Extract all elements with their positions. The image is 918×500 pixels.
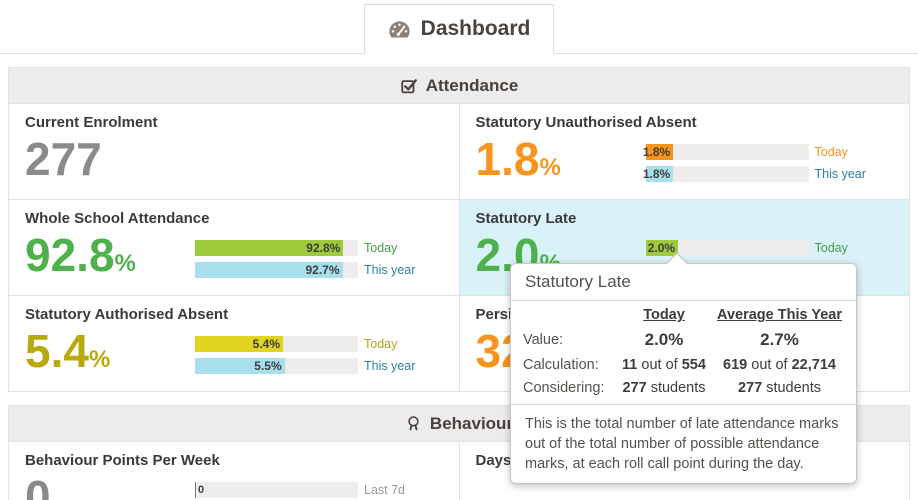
bar-row-today: 5.4% Today bbox=[195, 336, 449, 352]
metric-value: 0 bbox=[25, 471, 51, 500]
tooltip-value-average: 2.7% bbox=[760, 330, 799, 349]
bar-track: 5.4% bbox=[195, 336, 358, 352]
statutory-late-tooltip: Statutory Late Today Average This Year V… bbox=[510, 252, 857, 484]
bar-fill: 5.4% bbox=[195, 336, 284, 352]
bar-value: 5.4% bbox=[252, 337, 281, 351]
bar-fill: 1.8% bbox=[642, 144, 674, 160]
bar-label-today: Today bbox=[814, 241, 848, 255]
medal-icon bbox=[405, 415, 422, 432]
bar-label-last-7d: Last 7d bbox=[364, 483, 406, 497]
bar-label-today: Today bbox=[814, 145, 848, 159]
bar-value: 1.8% bbox=[642, 145, 671, 159]
bar-row-this-year: 5.5% This year bbox=[195, 358, 449, 374]
tab-bar: Dashboard bbox=[0, 0, 918, 54]
tab-dashboard[interactable]: Dashboard bbox=[364, 4, 554, 54]
bar-fill: 92.8% bbox=[195, 240, 344, 256]
card-behaviour-points-per-week[interactable]: Behaviour Points Per Week 0 0 Last 7d bbox=[9, 442, 460, 500]
card-title: Behaviour Points Per Week bbox=[25, 452, 220, 469]
bar-value: 2.0% bbox=[647, 241, 676, 255]
bar-label-this-year: This year bbox=[814, 167, 866, 181]
metric-value: 5.4% bbox=[25, 325, 111, 377]
card-statutory-unauthorised-absent[interactable]: Statutory Unauthorised Absent 1.8% 1.8% … bbox=[459, 104, 910, 200]
card-statutory-authorised-absent[interactable]: Statutory Authorised Absent 5.4% 5.4% To… bbox=[9, 296, 460, 392]
bar-label-this-year: This year bbox=[364, 359, 416, 373]
dashboard-gauge-icon bbox=[388, 18, 411, 41]
tooltip-calculation-average: 619 out of 22,714 bbox=[723, 357, 836, 373]
bar-track: 92.8% bbox=[195, 240, 358, 256]
card-title: Days bbox=[475, 452, 512, 469]
check-square-icon bbox=[400, 77, 418, 95]
bar-value: 92.8% bbox=[306, 241, 341, 255]
tooltip-col-average: Average This Year bbox=[717, 307, 842, 323]
tooltip-calculation-today: 11 out of 554 bbox=[622, 357, 706, 373]
bar-track: 5.5% bbox=[195, 358, 358, 374]
bar-track: 1.8% bbox=[642, 144, 809, 160]
bar-fill: 5.5% bbox=[195, 358, 285, 374]
tooltip-considering-average: 277 students bbox=[737, 380, 822, 396]
card-title: Current Enrolment bbox=[25, 114, 158, 131]
card-title: Whole School Attendance bbox=[25, 210, 210, 227]
tooltip-value-today: 2.0% bbox=[644, 330, 684, 349]
tooltip-row-label-considering: Considering: bbox=[523, 380, 605, 396]
bar-value: 1.8% bbox=[642, 167, 671, 181]
bar-row-last-7d: 0 Last 7d bbox=[195, 482, 449, 498]
mini-bar-chart: 5.4% Today 5.5% This year bbox=[195, 336, 449, 380]
bar-row-today: 1.8% Today bbox=[642, 144, 900, 160]
mini-bar-chart: 92.8% Today 92.7% This year bbox=[195, 240, 449, 284]
mini-bar-chart: 1.8% Today 1.8% This year bbox=[642, 144, 900, 188]
bar-row-today: 92.8% Today bbox=[195, 240, 449, 256]
metric-value: 277 bbox=[25, 133, 102, 185]
tooltip-considering-today: 277 students bbox=[622, 380, 706, 396]
bar-row-this-year: 92.7% This year bbox=[195, 262, 449, 278]
bar-value: 5.5% bbox=[254, 359, 282, 373]
card-title: Persis bbox=[475, 306, 521, 323]
bar-fill: 92.7% bbox=[195, 262, 343, 278]
card-title: Statutory Unauthorised Absent bbox=[475, 114, 697, 131]
tooltip-row-label-calculation: Calculation: bbox=[523, 357, 599, 373]
bar-label-today: Today bbox=[364, 337, 398, 351]
card-whole-school-attendance[interactable]: Whole School Attendance 92.8% 92.8% Toda… bbox=[9, 200, 460, 296]
card-title: Statutory Late bbox=[475, 210, 577, 227]
tab-dashboard-label: Dashboard bbox=[420, 17, 531, 40]
card-current-enrolment[interactable]: Current Enrolment 277 bbox=[9, 104, 460, 200]
card-title: Statutory Authorised Absent bbox=[25, 306, 229, 323]
bar-track: 0 bbox=[195, 482, 358, 498]
tooltip-description: This is the total number of late attenda… bbox=[511, 404, 856, 483]
bar-value: 0 bbox=[198, 484, 205, 496]
metric-value: 1.8% bbox=[475, 133, 561, 185]
section-header-attendance: Attendance bbox=[8, 67, 910, 104]
tooltip-title: Statutory Late bbox=[511, 264, 856, 301]
bar-track: 1.8% bbox=[642, 166, 809, 182]
tooltip-col-today: Today bbox=[643, 307, 685, 323]
bar-track: 92.7% bbox=[195, 262, 358, 278]
bar-fill: 1.8% bbox=[642, 166, 674, 182]
section-title-behaviour: Behaviour bbox=[429, 413, 514, 433]
bar-label-this-year: This year bbox=[364, 263, 416, 277]
tooltip-row-label-value: Value: bbox=[523, 332, 564, 348]
mini-bar-chart: 0 Last 7d bbox=[195, 482, 449, 500]
bar-value: 92.7% bbox=[305, 263, 340, 277]
section-title-attendance: Attendance bbox=[425, 75, 519, 95]
metric-value: 92.8% bbox=[25, 229, 136, 281]
bar-row-this-year: 1.8% This year bbox=[642, 166, 900, 182]
tooltip-comparison-table: Today Average This Year Value: 2.0% 2.7%… bbox=[511, 301, 856, 404]
bar-label-today: Today bbox=[364, 241, 398, 255]
